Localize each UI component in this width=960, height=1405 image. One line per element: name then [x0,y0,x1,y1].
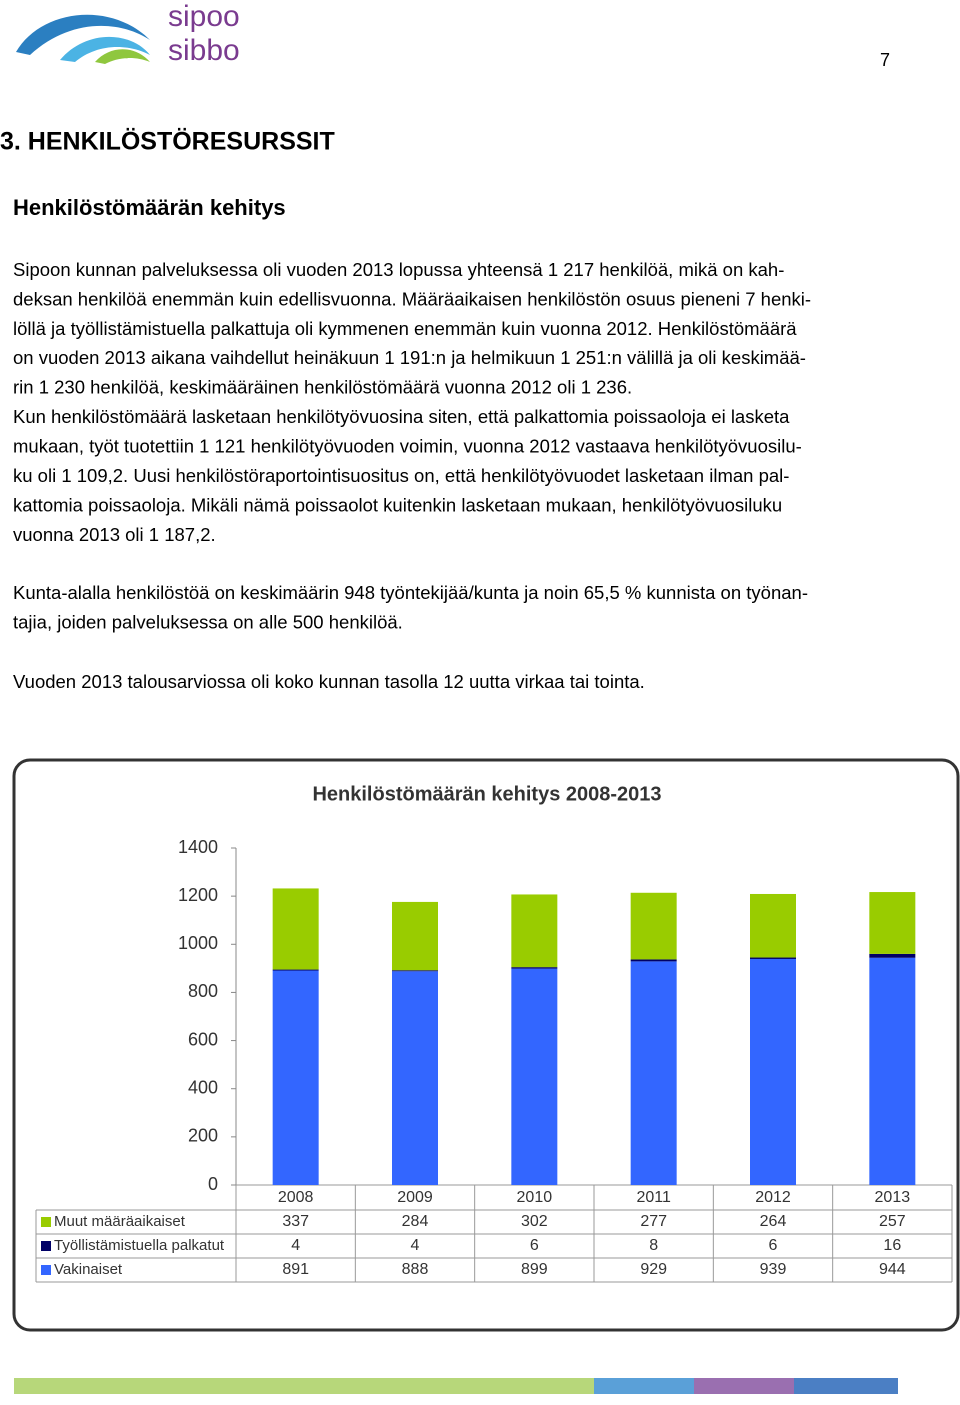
table-value: 4 [411,1237,420,1254]
x-tick-label: 2010 [517,1189,553,1206]
table-value: 899 [521,1261,548,1278]
paragraph-line: Kunta-alalla henkilöstöä on keskimäärin … [13,582,808,603]
table-value: 6 [530,1237,539,1254]
bar-segment [750,893,796,958]
table-value: 944 [879,1261,906,1278]
chart-title: Henkilöstömäärän kehitys 2008-2013 [312,783,661,805]
table-value: 302 [521,1213,548,1230]
legend-swatch [41,1217,51,1227]
legend-label: Vakinaiset [54,1261,123,1278]
bar-segment [869,892,916,954]
x-tick-label: 2011 [636,1189,671,1206]
paragraph-line: deksan henkilöä enemmän kuin edellisvuon… [13,288,811,309]
paragraph-line: ku oli 1 109,2. Uusi henkilöstöraportoin… [13,465,789,486]
x-tick-label: 2009 [397,1189,433,1206]
bar-segment [750,958,796,1185]
paragraph-line: kattomia poissaoloja. Mikäli nämä poissa… [13,494,782,515]
paragraph-line: Kun henkilöstömäärä lasketaan henkilötyö… [13,406,790,427]
body-text: Sipoon kunnan palveluksessa oli vuoden 2… [13,259,811,692]
table-value: 8 [649,1237,658,1254]
y-tick-label: 1200 [178,885,218,905]
paragraph-line: Vuoden 2013 talousarviossa oli koko kunn… [13,671,645,692]
bar-segment [392,971,438,1185]
bar-segment [630,892,677,960]
x-tick-label: 2008 [278,1189,314,1206]
table-value: 6 [769,1237,778,1254]
bar-segment [272,969,319,971]
y-tick-label: 600 [188,1029,218,1049]
bar-segment [869,953,916,958]
y-tick-label: 800 [188,981,218,1001]
table-value: 891 [282,1261,309,1278]
table-value: 337 [282,1213,309,1230]
bar-segment [511,968,558,1185]
logo-swoosh [60,36,150,62]
table-value: 929 [640,1261,667,1278]
bar-segment [630,961,677,1185]
y-tick-label: 1000 [178,933,218,953]
table-value: 888 [402,1261,429,1278]
bar-segment [392,901,438,971]
chart-frame [12,758,960,1332]
logo: sipoo sibbo [16,0,240,67]
legend-label: Muut määräaikaiset [54,1213,186,1230]
table-value: 4 [291,1237,300,1254]
paragraph-line: mukaan, työt tuotettiin 1 121 henkilötyö… [13,436,802,457]
x-tick-label: 2012 [755,1189,791,1206]
strip [694,1378,794,1394]
bar-segment [511,967,558,969]
bar-segment [869,957,916,1185]
legend-swatch [41,1265,51,1275]
legend-label: Työllistämistuella palkatut [54,1237,225,1254]
table-value: 939 [760,1261,787,1278]
table-value: 257 [879,1213,906,1230]
bar-segment [272,888,319,970]
logo-swoosh [95,49,150,64]
paragraph-line: vuonna 2013 oli 1 187,2. [13,524,216,545]
logo-text: sibbo [168,34,240,67]
chart: 0 200 400 600 800 1000 1200 1400 2008 337 4 891 2009… [35,837,953,1283]
table-value: 16 [883,1237,901,1254]
y-tick-label: 1400 [178,837,218,857]
table-value: 284 [402,1213,429,1230]
strip [794,1378,898,1394]
page-number: 7 [880,50,890,70]
paragraph-line: rin 1 230 henkilöä, keskimääräinen henki… [13,377,632,398]
paragraph-line: löllä ja työllistämistuella palkattuja o… [13,318,797,339]
paragraph-line: Sipoon kunnan palveluksessa oli vuoden 2… [13,259,784,280]
paragraph-line: on vuoden 2013 aikana vaihdellut heinäku… [13,347,806,368]
strip [14,1378,594,1394]
logo-swoosh [16,14,150,55]
y-tick-label: 200 [188,1126,218,1146]
y-tick-label: 400 [188,1077,218,1097]
strip [594,1378,694,1394]
table-value: 264 [760,1213,787,1230]
bar-segment [272,970,319,1185]
bar-segment [392,970,438,972]
bar-segment [511,894,558,968]
footer-strip [14,1378,898,1394]
logo-text: sipoo [168,0,240,33]
bar-segment [750,957,796,959]
paragraph-line: tajia, joiden palveluksessa on alle 500 … [13,611,403,632]
x-tick-label: 2013 [875,1189,911,1206]
table-value: 277 [640,1213,667,1230]
legend-swatch [41,1241,51,1251]
bar-segment [630,959,677,962]
subheading: Henkilöstömäärän kehitys [13,195,286,220]
y-tick-label: 0 [208,1174,218,1194]
heading: 3. HENKILÖSTÖRESURSSIT [0,127,335,156]
